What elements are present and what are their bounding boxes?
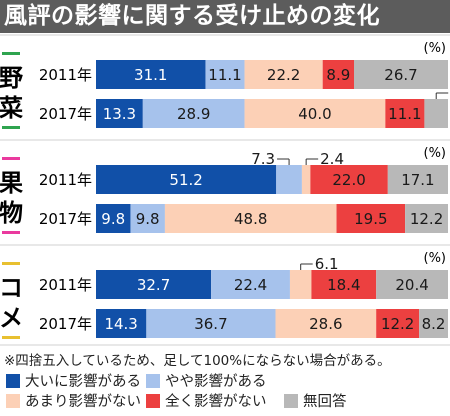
data-label: 26.7 bbox=[384, 66, 417, 84]
data-label: 18.4 bbox=[327, 276, 360, 294]
data-label: 13.3 bbox=[103, 105, 136, 123]
group-name-char: 物 bbox=[0, 199, 23, 227]
bar-segment-noanswer bbox=[387, 165, 448, 194]
data-label: 31.1 bbox=[134, 66, 167, 84]
group-name-char: 菜 bbox=[0, 94, 23, 122]
data-label-callout: 2.4 bbox=[320, 150, 344, 168]
bar-segment-somewhat bbox=[205, 60, 245, 89]
group-name-char: 野 bbox=[0, 64, 23, 92]
bar-segment-noanswer bbox=[405, 204, 448, 233]
bar-segment-little bbox=[244, 60, 323, 89]
row-year-label: 2017年 bbox=[39, 315, 92, 333]
data-label: 8.2 bbox=[422, 315, 446, 333]
data-label: 28.6 bbox=[309, 315, 342, 333]
bar-segment-little bbox=[301, 165, 311, 194]
data-label-callout: 6.1 bbox=[315, 255, 339, 273]
legend-swatch bbox=[284, 393, 298, 408]
data-label: 22.4 bbox=[234, 276, 267, 294]
bar-segment-very bbox=[96, 99, 143, 128]
data-label: 12.2 bbox=[410, 210, 443, 228]
unit-label: (%) bbox=[424, 41, 447, 56]
bar-segment-somewhat bbox=[130, 204, 165, 233]
chart-title: 風評の影響に関する受け止めの変化 bbox=[0, 0, 450, 33]
group-name-char: 果 bbox=[0, 169, 23, 197]
legend-item: 全く影響がない bbox=[146, 390, 267, 411]
group-name-char: コ bbox=[0, 274, 23, 302]
legend-label: やや影響がある bbox=[165, 374, 267, 390]
row-year-label: 2011年 bbox=[39, 171, 92, 189]
bar-segment-noanswer bbox=[419, 309, 448, 338]
data-label: 11.1 bbox=[208, 66, 241, 84]
data-label: 40.0 bbox=[298, 105, 331, 123]
data-label: 8.9 bbox=[326, 66, 350, 84]
data-label: 20.4 bbox=[395, 276, 428, 294]
data-label: 12.2 bbox=[381, 315, 414, 333]
bar-segment-very bbox=[96, 204, 131, 233]
row-year-label: 2011年 bbox=[39, 276, 92, 294]
group-accent-bottom bbox=[2, 231, 20, 234]
legend-swatch bbox=[6, 393, 20, 408]
bar-segment-somewhat bbox=[211, 270, 290, 299]
data-label: 9.8 bbox=[136, 210, 160, 228]
legend-label: 無回答 bbox=[303, 394, 347, 410]
group-accent-bottom bbox=[2, 336, 20, 339]
bar-segment-little bbox=[275, 309, 377, 338]
bar-segment-noanswer bbox=[354, 60, 448, 89]
data-label: 17.1 bbox=[401, 171, 434, 189]
data-label: 36.7 bbox=[194, 315, 227, 333]
data-label: 19.5 bbox=[354, 210, 387, 228]
row-year-label: 2017年 bbox=[39, 210, 92, 228]
legend-item: 大いに影響がある bbox=[6, 370, 141, 391]
bar-segment-none bbox=[322, 60, 355, 89]
data-label: 32.7 bbox=[137, 276, 170, 294]
bar-segment-noanswer bbox=[424, 99, 448, 128]
row-year-label: 2011年 bbox=[39, 66, 92, 84]
data-label: 48.8 bbox=[234, 210, 267, 228]
legend-label: 全く影響がない bbox=[165, 394, 267, 410]
bar-segment-somewhat bbox=[142, 99, 245, 128]
data-label: 51.2 bbox=[169, 171, 202, 189]
bar-segment-very bbox=[96, 270, 212, 299]
bar-segment-none bbox=[336, 204, 406, 233]
unit-label: (%) bbox=[424, 251, 447, 266]
group-name-char: メ bbox=[0, 304, 23, 332]
legend-label: あまり影響がない bbox=[25, 394, 141, 410]
data-label: 22.0 bbox=[332, 171, 365, 189]
bar-segment-none bbox=[376, 309, 420, 338]
bar-segment-none bbox=[385, 99, 425, 128]
unit-label: (%) bbox=[424, 146, 447, 161]
bar-segment-none bbox=[310, 165, 388, 194]
data-label-callout: 7.3 bbox=[251, 150, 275, 168]
data-label: 22.2 bbox=[267, 66, 300, 84]
legend-swatch bbox=[146, 393, 160, 408]
group-accent-top bbox=[2, 52, 20, 55]
footnote: ※四捨五入しているため、足して100%にならない場合がある。 bbox=[4, 353, 391, 369]
data-label: 28.9 bbox=[177, 105, 210, 123]
data-label: 11.1 bbox=[388, 105, 421, 123]
bar-segment-little bbox=[289, 270, 312, 299]
bar-segment-little bbox=[164, 204, 337, 233]
group-accent-top bbox=[2, 157, 20, 160]
group-accent-top bbox=[2, 262, 20, 265]
data-label: 14.3 bbox=[104, 315, 137, 333]
bar-segment-very bbox=[96, 165, 277, 194]
bar-segment-noanswer bbox=[376, 270, 448, 299]
legend-item: やや影響がある bbox=[146, 370, 267, 391]
legend-item: あまり影響がない bbox=[6, 390, 141, 411]
bar-segment-very bbox=[96, 309, 147, 338]
bar-segment-very bbox=[96, 60, 206, 89]
legend-label: 大いに影響がある bbox=[25, 374, 141, 390]
data-label: 9.8 bbox=[101, 210, 125, 228]
legend-swatch bbox=[146, 373, 160, 388]
legend-swatch bbox=[6, 373, 20, 388]
bar-segment-somewhat bbox=[276, 165, 302, 194]
bar-segment-none bbox=[311, 270, 377, 299]
group-accent-bottom bbox=[2, 126, 20, 129]
bar-segment-little bbox=[244, 99, 386, 128]
row-year-label: 2017年 bbox=[39, 105, 92, 123]
legend-item: 無回答 bbox=[284, 390, 347, 411]
bar-segment-somewhat bbox=[146, 309, 276, 338]
